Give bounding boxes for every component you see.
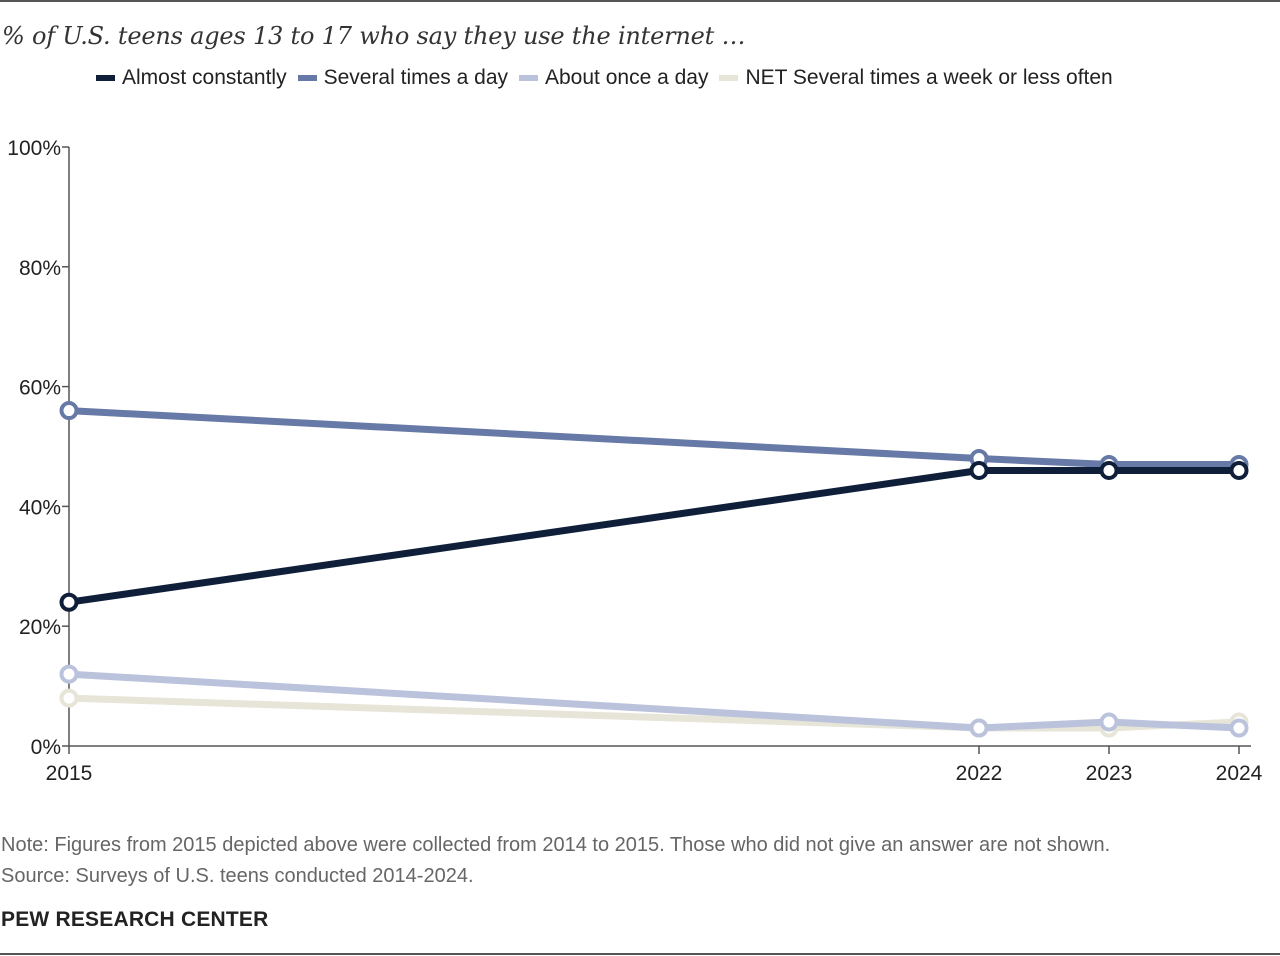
legend-item-net-several-times-a-week: NET Several times a week or less often <box>719 66 1113 90</box>
x-tick-label: 2024 <box>1216 762 1263 785</box>
data-point <box>1229 460 1249 480</box>
legend-swatch <box>96 75 115 81</box>
y-tick-label: 100% <box>7 137 61 160</box>
data-point <box>59 401 79 421</box>
y-tick-label: 40% <box>19 496 61 519</box>
data-point <box>1099 712 1119 732</box>
legend-item-several-times-a-day: Several times a day <box>297 66 508 90</box>
chart-subtitle: % of U.S. teens ages 13 to 17 who say th… <box>2 22 746 50</box>
legend-swatch <box>719 75 739 81</box>
bottom-rule <box>0 953 1280 955</box>
data-point <box>1099 460 1119 480</box>
series-line <box>65 407 1243 468</box>
data-point <box>59 592 79 612</box>
series-line <box>65 467 1243 606</box>
brand-label: PEW RESEARCH CENTER <box>1 908 269 931</box>
legend-swatch <box>297 75 317 81</box>
y-tick-label: 20% <box>19 616 61 639</box>
legend-label: About once a day <box>545 66 709 89</box>
x-tick-label: 2015 <box>46 762 93 785</box>
data-point <box>1229 718 1249 738</box>
top-rule <box>0 0 1280 2</box>
line-chart: 0% 20% 40% 60% 80% 100% 2015 2022 2023 2024 <box>7 137 1263 785</box>
legend: Almost constantly Several times a day Ab… <box>96 66 1124 90</box>
data-point <box>969 718 989 738</box>
y-tick-label: 60% <box>19 377 61 400</box>
y-tick-label: 0% <box>31 736 61 759</box>
legend-label: Almost constantly <box>122 66 287 89</box>
legend-label: Several times a day <box>323 66 508 89</box>
data-point <box>59 688 79 708</box>
y-tick-label: 80% <box>19 257 61 280</box>
data-point <box>59 664 79 684</box>
data-point <box>969 460 989 480</box>
series-line <box>65 670 1243 732</box>
legend-item-almost-constantly: Almost constantly <box>96 66 287 90</box>
chart-source: Source: Surveys of U.S. teens conducted … <box>1 865 474 887</box>
x-tick-label: 2022 <box>956 762 1003 785</box>
legend-label: NET Several times a week or less often <box>745 66 1113 89</box>
x-tick-label: 2023 <box>1086 762 1133 785</box>
chart-note: Note: Figures from 2015 depicted above w… <box>1 834 1111 856</box>
legend-item-about-once-a-day: About once a day <box>519 66 708 90</box>
legend-swatch <box>519 75 538 81</box>
